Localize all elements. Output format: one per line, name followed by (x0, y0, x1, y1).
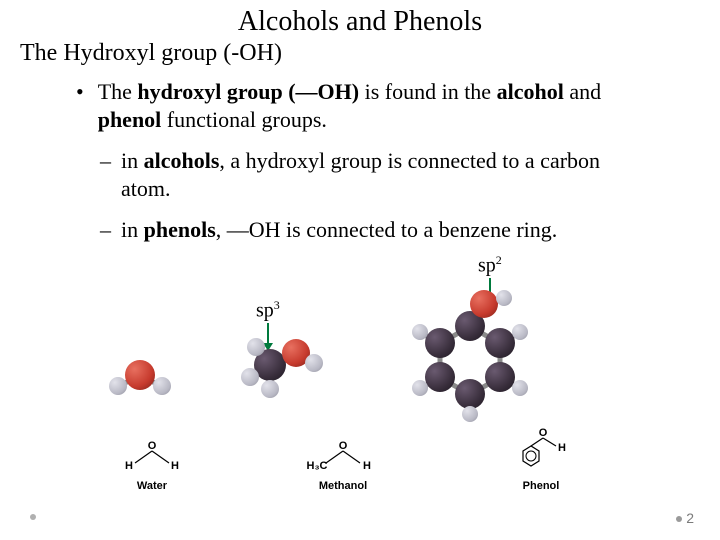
text-frag: in (121, 217, 144, 242)
term-phenols: phenols (144, 217, 216, 242)
hydrogen-atom-icon (462, 406, 478, 422)
svg-text:O: O (539, 427, 548, 439)
bullet-dot-icon: • (76, 78, 84, 106)
formula-phenol-name: Phenol (499, 480, 583, 492)
sub-bullet-2: – in phenols, —OH is connected to a benz… (100, 216, 636, 244)
svg-text:H: H (363, 460, 371, 472)
hydrogen-atom-icon (153, 377, 171, 395)
svg-text:H: H (171, 460, 179, 472)
hydrogen-atom-icon (241, 368, 259, 386)
page-dot-icon (676, 516, 682, 522)
main-bullet-text: The hydroxyl group (—OH) is found in the… (98, 78, 636, 133)
formula-water: O H H Water (117, 439, 187, 492)
text-frag: and (564, 79, 601, 104)
molecule-stage: O H H Water O H₃C H Methanol O (60, 280, 640, 510)
water-struct-icon: O H H (117, 439, 187, 473)
svg-text:O: O (148, 440, 157, 452)
svg-text:H: H (558, 442, 566, 454)
svg-text:H₃C: H₃C (307, 460, 328, 472)
hydrogen-atom-icon (247, 338, 265, 356)
text-frag: , —OH is connected to a benzene ring. (216, 217, 558, 242)
hydrogen-atom-icon (305, 354, 323, 372)
term-alcohol: alcohol (497, 79, 564, 104)
decorative-dot-icon (30, 514, 36, 520)
slide-subtitle: The Hydroxyl group (-OH) (20, 40, 282, 67)
phenol-struct-icon: O H (499, 427, 583, 473)
carbon-atom-icon (485, 362, 515, 392)
text-frag: The (98, 79, 138, 104)
text-frag: is found in the (359, 79, 497, 104)
text-frag: 2 (496, 253, 502, 267)
carbon-atom-icon (455, 379, 485, 409)
text-frag: sp (478, 255, 496, 277)
content-block: • The hydroxyl group (—OH) is found in t… (76, 78, 636, 258)
oxygen-atom-icon (125, 360, 155, 390)
hydrogen-atom-icon (109, 377, 127, 395)
svg-text:O: O (339, 440, 348, 452)
term-hydroxyl: hydroxyl group (—OH) (137, 79, 359, 104)
formula-methanol-name: Methanol (301, 480, 385, 492)
sub-bullet-2-text: in phenols, —OH is connected to a benzen… (121, 216, 557, 244)
hydrogen-atom-icon (512, 380, 528, 396)
term-phenol: phenol (98, 107, 162, 132)
oxygen-atom-icon (470, 290, 498, 318)
text-frag: in (121, 148, 144, 173)
formula-methanol: O H₃C H Methanol (301, 439, 385, 492)
sub-bullet-1-text: in alcohols, a hydroxyl group is connect… (121, 147, 636, 202)
carbon-atom-icon (425, 328, 455, 358)
methanol-struct-icon: O H₃C H (301, 439, 385, 473)
sub-bullet-1: – in alcohols, a hydroxyl group is conne… (100, 147, 636, 202)
formula-row: O H H Water O H₃C H Methanol O (60, 427, 640, 492)
hydrogen-atom-icon (412, 380, 428, 396)
hydrogen-atom-icon (496, 290, 512, 306)
text-frag: functional groups. (161, 107, 327, 132)
sp2-label: sp2 (478, 253, 502, 278)
hydrogen-atom-icon (512, 324, 528, 340)
formula-water-name: Water (117, 480, 187, 492)
main-bullet: • The hydroxyl group (—OH) is found in t… (76, 78, 636, 133)
carbon-atom-icon (485, 328, 515, 358)
slide-title: Alcohols and Phenols (0, 6, 720, 38)
hydrogen-atom-icon (261, 380, 279, 398)
svg-text:H: H (125, 460, 133, 472)
page-number-text: 2 (686, 510, 694, 526)
hydrogen-atom-icon (412, 324, 428, 340)
page-number: 2 (676, 510, 694, 526)
dash-icon: – (100, 147, 111, 175)
formula-phenol: O H Phenol (499, 427, 583, 492)
carbon-atom-icon (425, 362, 455, 392)
dash-icon: – (100, 216, 111, 244)
term-alcohols: alcohols (144, 148, 220, 173)
